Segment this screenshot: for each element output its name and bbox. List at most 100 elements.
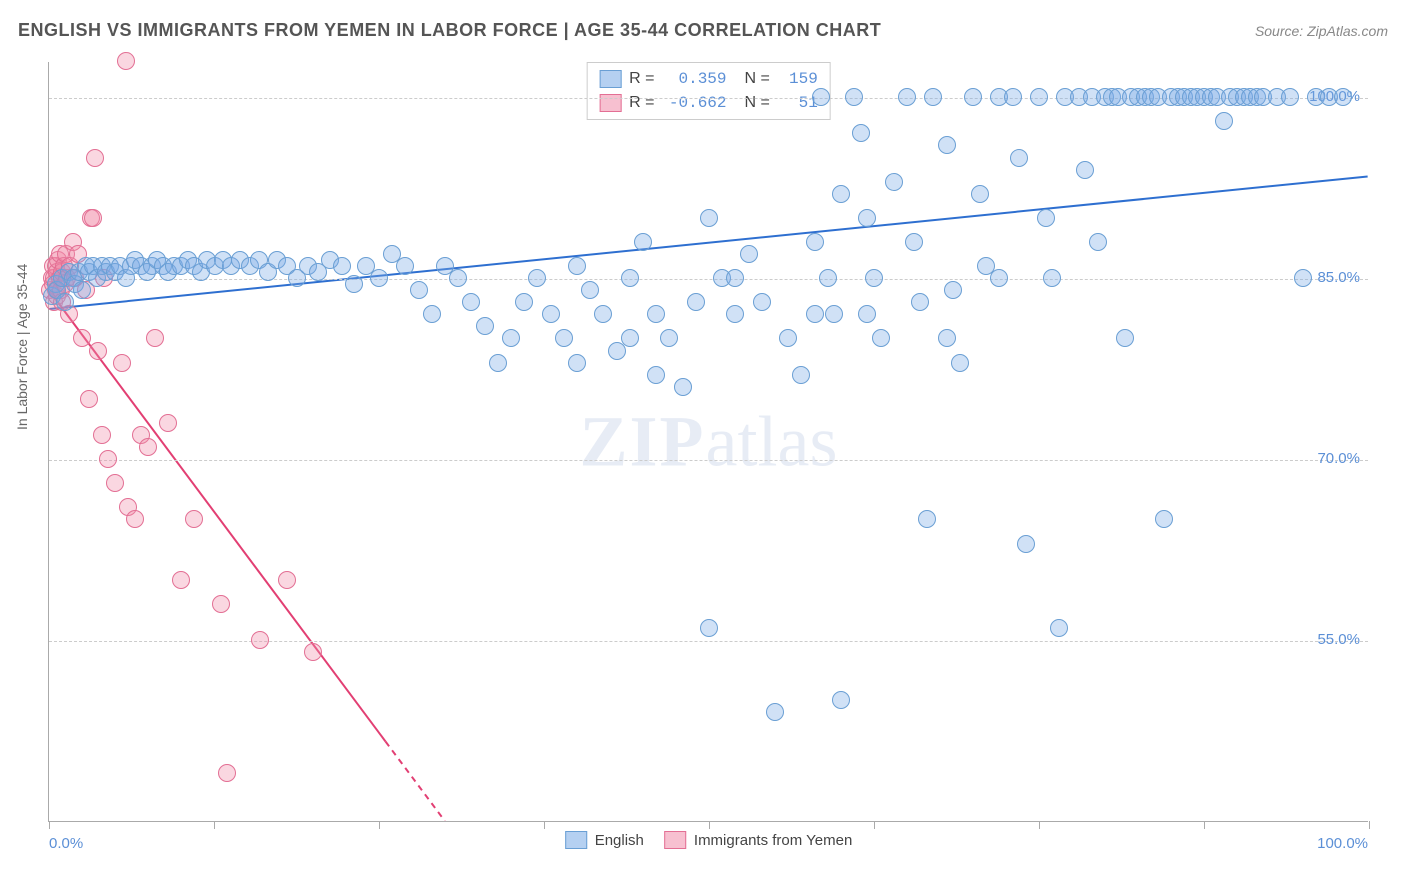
scatter-point-english <box>396 257 414 275</box>
scatter-point-yemen <box>212 595 230 613</box>
stat-r-value: -0.662 <box>663 91 727 115</box>
scatter-point-english <box>449 269 467 287</box>
scatter-point-english <box>951 354 969 372</box>
scatter-point-english <box>700 209 718 227</box>
scatter-point-english <box>766 703 784 721</box>
stat-n-value: 159 <box>778 67 818 91</box>
scatter-point-yemen <box>126 510 144 528</box>
legend-label: English <box>595 832 644 849</box>
scatter-point-yemen <box>84 209 102 227</box>
scatter-point-english <box>660 329 678 347</box>
scatter-point-english <box>1017 535 1035 553</box>
plot-area: ZIPatlas R =0.359N =159R =-0.662N =51 En… <box>48 62 1368 822</box>
stat-n-label: N = <box>745 67 770 91</box>
legend-swatch <box>565 831 587 849</box>
legend-swatch <box>599 94 621 112</box>
watermark: ZIPatlas <box>580 400 838 483</box>
stat-r-label: R = <box>629 91 654 115</box>
scatter-point-yemen <box>172 571 190 589</box>
stat-r-value: 0.359 <box>663 67 727 91</box>
scatter-point-english <box>1155 510 1173 528</box>
scatter-point-yemen <box>159 414 177 432</box>
scatter-point-english <box>568 257 586 275</box>
legend-item: Immigrants from Yemen <box>664 831 852 849</box>
scatter-point-english <box>918 510 936 528</box>
stats-row: R =-0.662N =51 <box>599 91 818 115</box>
x-tick <box>874 821 875 829</box>
scatter-point-english <box>333 257 351 275</box>
scatter-point-english <box>1089 233 1107 251</box>
scatter-point-english <box>687 293 705 311</box>
scatter-point-english <box>858 209 876 227</box>
legend-label: Immigrants from Yemen <box>694 832 852 849</box>
scatter-point-english <box>1076 161 1094 179</box>
legend-swatch <box>664 831 686 849</box>
legend-swatch <box>599 70 621 88</box>
gridline-h <box>49 641 1368 642</box>
chart-source: Source: ZipAtlas.com <box>1255 23 1388 39</box>
scatter-point-english <box>555 329 573 347</box>
scatter-point-english <box>832 185 850 203</box>
scatter-point-english <box>898 88 916 106</box>
legend-item: English <box>565 831 644 849</box>
scatter-point-yemen <box>218 764 236 782</box>
scatter-point-english <box>858 305 876 323</box>
scatter-point-yemen <box>106 474 124 492</box>
scatter-point-english <box>621 329 639 347</box>
y-tick-label: 55.0% <box>1317 631 1360 648</box>
stat-n-label: N = <box>745 91 770 115</box>
scatter-point-english <box>905 233 923 251</box>
gridline-h <box>49 279 1368 280</box>
scatter-point-yemen <box>89 342 107 360</box>
trendline <box>386 741 445 821</box>
stats-box: R =0.359N =159R =-0.662N =51 <box>586 62 831 120</box>
scatter-point-english <box>542 305 560 323</box>
scatter-point-english <box>634 233 652 251</box>
scatter-point-english <box>1294 269 1312 287</box>
scatter-point-english <box>515 293 533 311</box>
scatter-point-english <box>832 691 850 709</box>
scatter-point-english <box>806 305 824 323</box>
x-tick <box>709 821 710 829</box>
scatter-point-english <box>740 245 758 263</box>
scatter-point-english <box>73 281 91 299</box>
stat-r-label: R = <box>629 67 654 91</box>
scatter-point-english <box>1037 209 1055 227</box>
y-tick-label: 70.0% <box>1317 450 1360 467</box>
scatter-point-english <box>779 329 797 347</box>
scatter-point-english <box>594 305 612 323</box>
x-tick <box>1369 821 1370 829</box>
scatter-point-english <box>872 329 890 347</box>
x-tick <box>49 821 50 829</box>
scatter-point-yemen <box>146 329 164 347</box>
scatter-point-english <box>806 233 824 251</box>
x-tick <box>214 821 215 829</box>
scatter-point-english <box>990 269 1008 287</box>
scatter-point-yemen <box>73 329 91 347</box>
x-tick <box>1204 821 1205 829</box>
scatter-point-english <box>865 269 883 287</box>
scatter-point-yemen <box>80 390 98 408</box>
scatter-point-english <box>462 293 480 311</box>
scatter-point-english <box>885 173 903 191</box>
scatter-point-english <box>812 88 830 106</box>
scatter-point-english <box>647 366 665 384</box>
legend-bottom: English Immigrants from Yemen <box>565 831 853 849</box>
y-axis-label: In Labor Force | Age 35-44 <box>14 264 30 430</box>
x-tick-label: 100.0% <box>1317 835 1368 852</box>
scatter-point-english <box>1030 88 1048 106</box>
scatter-point-english <box>1116 329 1134 347</box>
scatter-point-english <box>581 281 599 299</box>
scatter-point-english <box>476 317 494 335</box>
scatter-point-english <box>1334 88 1352 106</box>
scatter-point-english <box>647 305 665 323</box>
scatter-point-english <box>792 366 810 384</box>
scatter-point-yemen <box>113 354 131 372</box>
scatter-point-english <box>56 293 74 311</box>
scatter-point-english <box>1050 619 1068 637</box>
scatter-point-english <box>1010 149 1028 167</box>
scatter-point-english <box>938 136 956 154</box>
scatter-point-english <box>1043 269 1061 287</box>
x-tick <box>379 821 380 829</box>
gridline-h <box>49 460 1368 461</box>
